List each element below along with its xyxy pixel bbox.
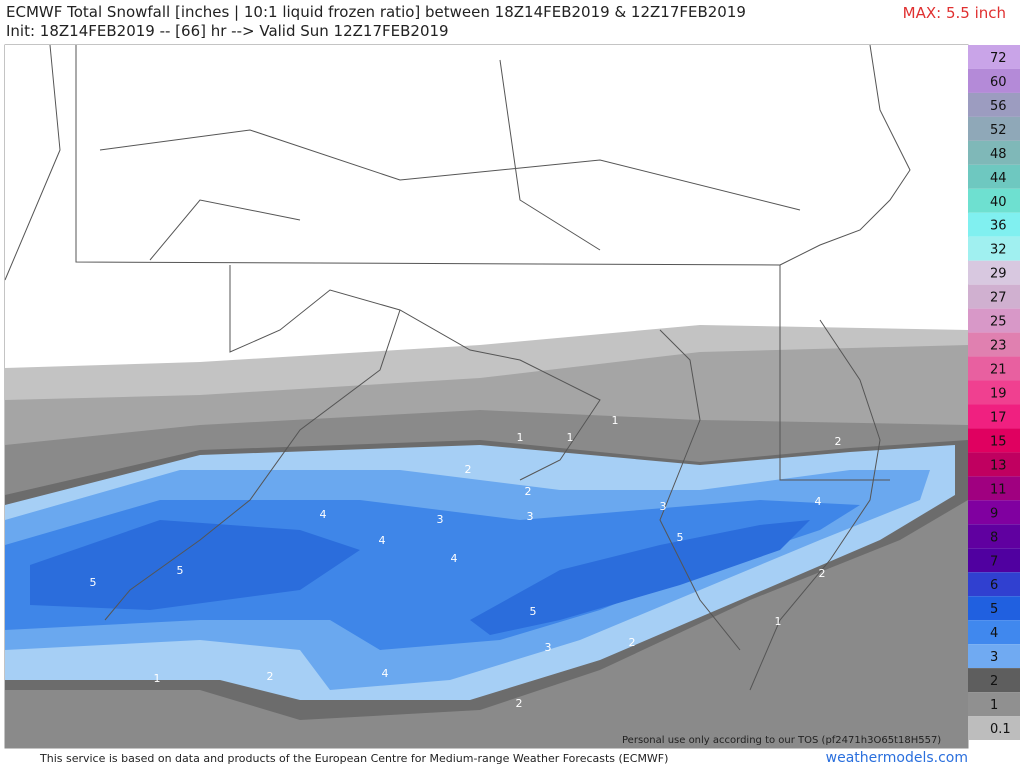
contour-label: 5 (177, 564, 184, 577)
contour-label: 3 (437, 513, 444, 526)
colorbar-label: 17 (990, 410, 1007, 425)
contour-label: 5 (530, 605, 537, 618)
site-link: weathermodels.com (825, 750, 968, 766)
colorbar-swatch (968, 308, 1020, 333)
colorbar-label: 23 (990, 339, 1007, 354)
colorbar-swatch (968, 164, 1020, 189)
contour-label: 4 (379, 534, 386, 547)
colorbar-label: 25 (990, 315, 1007, 330)
colorbar-label: 9 (990, 506, 998, 521)
colorbar-swatch (968, 548, 1020, 573)
colorbar-label: 2 (990, 674, 998, 689)
contour-label: 1 (612, 414, 619, 427)
colorbar-label: 1 (990, 698, 998, 713)
colorbar-label: 15 (990, 434, 1007, 449)
colorbar-label: 40 (990, 195, 1007, 210)
colorbar-label: 60 (990, 75, 1007, 90)
colorbar-swatch (968, 92, 1020, 117)
contour-label: 1 (517, 431, 524, 444)
colorbar-swatch (968, 428, 1020, 453)
colorbar-swatch (968, 380, 1020, 405)
colorbar-label: 27 (990, 291, 1007, 306)
colorbar-swatch (968, 620, 1020, 645)
contour-label: 4 (382, 667, 389, 680)
source-note: This service is based on data and produc… (40, 752, 669, 765)
colorbar-swatch (968, 236, 1020, 261)
colorbar-swatch (968, 45, 1020, 69)
max-label: MAX: 5.5 inch (902, 4, 1006, 22)
colorbar-swatch (968, 476, 1020, 501)
colorbar-label: 3 (990, 650, 998, 665)
contour-label: 2 (465, 463, 472, 476)
colorbar-swatch (968, 332, 1020, 357)
colorbar-label: 19 (990, 387, 1007, 402)
snow-bands (5, 45, 968, 748)
colorbar-swatch (968, 188, 1020, 213)
colorbar-label: 44 (990, 171, 1007, 186)
contour-label: 2 (516, 697, 523, 710)
colorbar-label: 8 (990, 530, 998, 545)
colorbar-label: 4 (990, 626, 998, 641)
contour-label: 3 (545, 641, 552, 654)
contour-label: 4 (320, 508, 327, 521)
contour-label: 4 (451, 552, 458, 565)
colorbar-label: 21 (990, 363, 1007, 378)
contour-label: 2 (819, 567, 826, 580)
colorbar-swatch (968, 260, 1020, 285)
colorbar-label: 0.1 (990, 722, 1011, 737)
colorbar: 7260565248444036322927252321191715131198… (968, 45, 1020, 740)
colorbar-label: 56 (990, 99, 1007, 114)
colorbar-swatch (968, 116, 1020, 141)
contour-label: 1 (154, 672, 161, 685)
colorbar-label: 6 (990, 578, 998, 593)
colorbar-label: 5 (990, 602, 998, 617)
contour-label: 1 (567, 431, 574, 444)
colorbar-swatch (968, 716, 1020, 740)
colorbar-label: 72 (990, 51, 1007, 66)
colorbar-label: 36 (990, 219, 1007, 234)
contour-label: 2 (629, 636, 636, 649)
tos-note: Personal use only according to our TOS (… (622, 735, 942, 746)
contour-label: 2 (525, 485, 532, 498)
colorbar-swatch (968, 524, 1020, 549)
colorbar-swatch (968, 68, 1020, 93)
contour-label: 5 (677, 531, 684, 544)
colorbar-swatch (968, 572, 1020, 597)
colorbar-swatch (968, 212, 1020, 237)
title: ECMWF Total Snowfall [inches | 10:1 liqu… (6, 3, 746, 21)
contour-label: 2 (267, 670, 274, 683)
colorbar-label: 32 (990, 243, 1007, 258)
contour-label: 4 (815, 495, 822, 508)
colorbar-label: 13 (990, 458, 1007, 473)
colorbar-swatch (968, 500, 1020, 525)
borders (4, 44, 911, 691)
subtitle: Init: 18Z14FEB2019 -- [66] hr --> Valid … (6, 22, 449, 40)
colorbar-swatch (968, 404, 1020, 429)
colorbar-swatch (968, 140, 1020, 165)
colorbar-label: 7 (990, 554, 998, 569)
colorbar-swatch (968, 644, 1020, 669)
contour-label: 3 (660, 500, 667, 513)
contour-label: 5 (90, 576, 97, 589)
colorbar-label: 11 (990, 482, 1007, 497)
colorbar-swatch (968, 284, 1020, 309)
colorbar-swatch (968, 668, 1020, 693)
contour-label: 2 (835, 435, 842, 448)
contour-label: 1 (775, 615, 782, 628)
colorbar-swatch (968, 596, 1020, 621)
contour-label: 3 (527, 510, 534, 523)
colorbar-swatch (968, 692, 1020, 717)
contour-labels: 1 1 1 1 1 2 2 2 2 2 2 2 3 3 3 3 4 4 4 4 4 5 5 5 5 (90, 414, 842, 710)
colorbar-label: 29 (990, 267, 1007, 282)
colorbar-label: 52 (990, 123, 1007, 138)
colorbar-swatch (968, 452, 1020, 477)
colorbar-label: 48 (990, 147, 1007, 162)
colorbar-swatch (968, 356, 1020, 381)
